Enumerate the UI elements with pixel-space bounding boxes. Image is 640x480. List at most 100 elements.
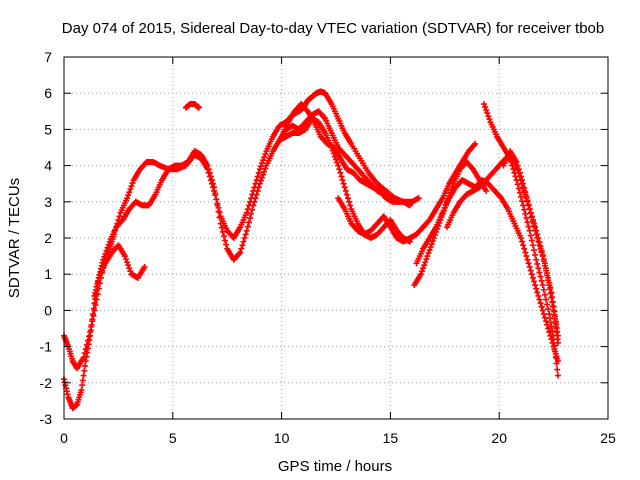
data-point — [214, 202, 221, 209]
data-point — [340, 180, 347, 187]
data-point — [253, 191, 260, 198]
x-tick-label: 20 — [491, 430, 507, 446]
data-point — [406, 202, 413, 209]
data-point — [220, 233, 227, 240]
data-point — [101, 253, 108, 260]
data-point — [552, 354, 559, 361]
data-point — [525, 260, 532, 267]
data-point — [540, 257, 547, 264]
data-point — [527, 232, 534, 239]
data-point — [545, 277, 552, 284]
data-point — [88, 321, 95, 328]
data-point — [205, 166, 212, 173]
data-point — [536, 296, 543, 303]
data-point — [482, 104, 489, 111]
data-point — [103, 247, 110, 254]
series-track-d — [182, 101, 202, 111]
data-point — [262, 151, 269, 158]
data-point — [485, 113, 492, 120]
data-point — [515, 166, 522, 173]
data-point — [520, 202, 527, 209]
data-point — [342, 187, 349, 194]
data-point — [237, 249, 244, 256]
data-point — [550, 336, 557, 343]
data-point — [526, 227, 533, 234]
data-point — [338, 173, 345, 180]
data-point — [546, 329, 553, 336]
data-point — [254, 173, 261, 180]
y-tick-label: 2 — [44, 230, 52, 246]
data-point — [125, 192, 132, 199]
data-point — [343, 191, 350, 198]
data-point — [124, 259, 131, 266]
data-point — [539, 282, 546, 289]
data-point — [239, 242, 246, 249]
data-point — [525, 223, 532, 230]
data-point — [335, 162, 342, 169]
data-point — [238, 245, 245, 252]
data-point — [536, 242, 543, 249]
data-point — [90, 305, 97, 312]
y-axis-label: SDTVAR / TECUs — [6, 178, 23, 298]
data-point — [527, 210, 534, 217]
data-point — [90, 311, 97, 318]
data-point — [534, 260, 541, 267]
data-point — [141, 263, 148, 270]
data-point — [241, 235, 248, 241]
data-point — [124, 195, 131, 202]
data-point — [215, 208, 222, 215]
series-track-i — [413, 177, 561, 365]
series-track-c — [91, 242, 148, 299]
data-point — [541, 262, 548, 269]
data-point — [516, 169, 523, 176]
data-point — [533, 256, 540, 263]
data-point — [422, 259, 429, 266]
data-point — [541, 291, 548, 298]
data-point — [532, 251, 539, 258]
data-point — [257, 163, 264, 170]
data-point — [218, 224, 225, 231]
data-point — [472, 140, 479, 147]
data-point — [554, 339, 561, 346]
data-point — [415, 195, 422, 202]
data-point — [126, 265, 133, 272]
y-tick-label: -3 — [40, 411, 53, 427]
data-point — [219, 228, 226, 235]
data-point — [128, 183, 135, 190]
data-point — [536, 269, 543, 276]
data-point — [539, 253, 546, 260]
data-point — [513, 158, 520, 165]
data-point — [516, 189, 523, 196]
data-point — [519, 177, 526, 184]
data-point — [249, 206, 256, 213]
data-point — [535, 292, 542, 299]
data-point — [520, 242, 527, 249]
data-point — [519, 238, 526, 245]
data-point — [87, 327, 94, 334]
data-point — [256, 166, 263, 173]
data-point — [535, 238, 542, 245]
data-point — [123, 256, 130, 263]
data-point — [243, 227, 250, 234]
data-point — [483, 107, 490, 114]
y-tick-label: 0 — [44, 302, 52, 318]
data-point — [542, 318, 549, 325]
data-point — [260, 171, 267, 178]
data-point — [529, 242, 536, 249]
data-point — [256, 180, 263, 187]
data-point — [526, 263, 533, 270]
data-point — [244, 223, 251, 230]
data-point — [213, 196, 220, 203]
data-point — [517, 173, 524, 180]
x-tick-label: 25 — [600, 430, 616, 446]
data-point — [540, 286, 547, 293]
data-point — [532, 227, 539, 234]
data-point — [521, 245, 528, 252]
data-point — [519, 198, 526, 205]
data-point — [429, 238, 436, 245]
data-point — [262, 165, 269, 172]
data-point — [483, 187, 490, 194]
data-point — [347, 202, 354, 209]
data-point — [204, 162, 211, 169]
data-point — [527, 267, 534, 274]
